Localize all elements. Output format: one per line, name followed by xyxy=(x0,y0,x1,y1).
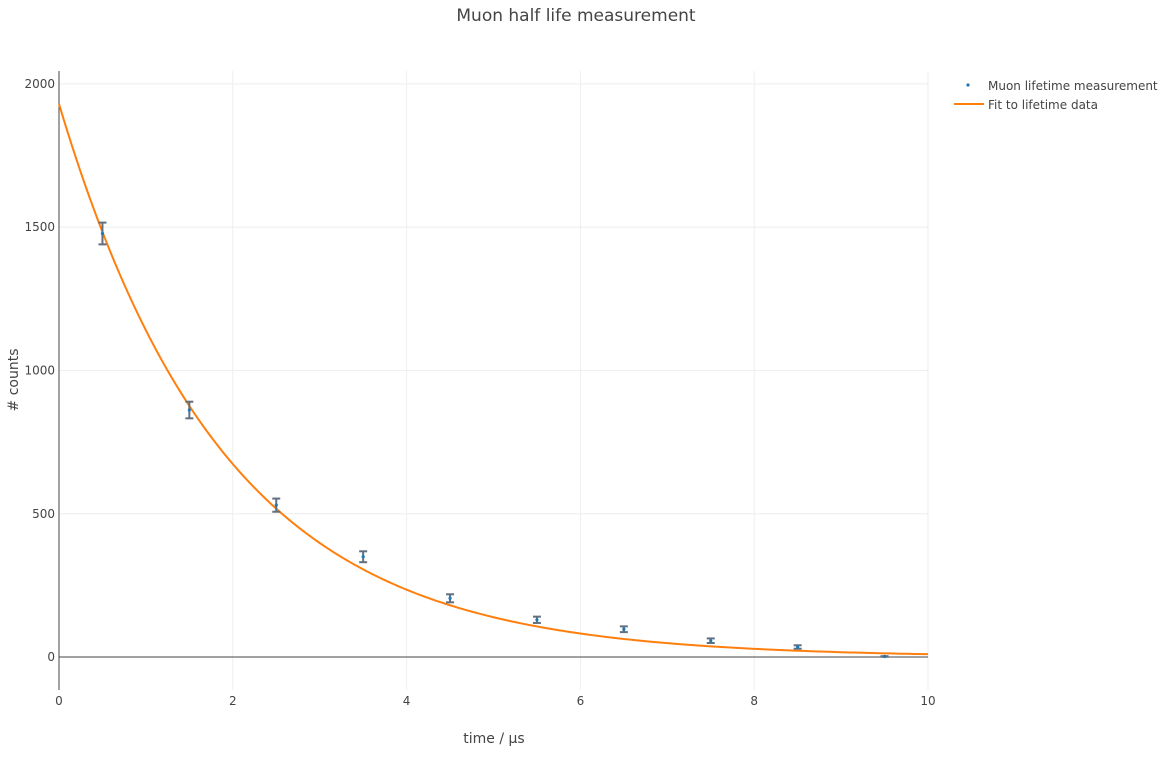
data-point xyxy=(446,593,455,604)
point-marker xyxy=(274,503,278,507)
legend-marker-measurement xyxy=(966,83,970,87)
data-point xyxy=(619,625,628,634)
point-marker xyxy=(100,231,105,236)
fit-series xyxy=(58,103,929,656)
data-point xyxy=(185,400,194,420)
x-tick-label: 2 xyxy=(229,694,237,708)
measurement-series xyxy=(98,221,889,659)
y-axis-label: # counts xyxy=(6,349,22,412)
data-point xyxy=(706,637,715,645)
y-tick-label: 2000 xyxy=(24,77,55,91)
legend-label-fit: Fit to lifetime data xyxy=(988,98,1098,112)
data-point xyxy=(98,221,107,246)
point-marker xyxy=(535,618,539,622)
data-point xyxy=(793,644,802,650)
point-marker xyxy=(361,555,365,559)
data-point xyxy=(272,497,281,513)
point-marker xyxy=(622,627,626,631)
x-tick-label: 4 xyxy=(403,694,411,708)
legend-label-measurement: Muon lifetime measurement xyxy=(988,79,1158,93)
x-tick-label: 0 xyxy=(55,694,63,708)
data-point xyxy=(359,550,368,564)
x-tick-label: 6 xyxy=(577,694,585,708)
y-tick-label: 500 xyxy=(32,507,55,521)
x-tick-label: 8 xyxy=(750,694,758,708)
y-tick-label: 1000 xyxy=(24,363,55,377)
y-tick-label: 1500 xyxy=(24,220,55,234)
grid xyxy=(59,71,929,690)
y-axis-ticks: 0 500 1000 1500 2000 xyxy=(24,77,55,664)
axes xyxy=(58,71,928,690)
point-marker xyxy=(796,645,800,649)
point-marker xyxy=(709,639,713,643)
point-marker xyxy=(187,408,191,412)
chart-title: Muon half life measurement xyxy=(456,6,696,26)
legend-item-measurement[interactable]: Muon lifetime measurement xyxy=(966,79,1158,93)
point-marker xyxy=(448,596,452,600)
legend: Muon lifetime measurement Fit to lifetim… xyxy=(954,79,1158,112)
data-point xyxy=(880,654,889,659)
fit-line xyxy=(58,103,929,656)
legend-item-fit[interactable]: Fit to lifetime data xyxy=(954,98,1098,112)
y-tick-label: 0 xyxy=(47,650,55,664)
x-axis-label: time / μs xyxy=(463,731,524,747)
x-axis-ticks: 0 2 4 6 8 10 xyxy=(55,694,935,708)
data-point xyxy=(532,615,541,624)
point-marker xyxy=(882,654,887,659)
x-tick-label: 10 xyxy=(920,694,935,708)
